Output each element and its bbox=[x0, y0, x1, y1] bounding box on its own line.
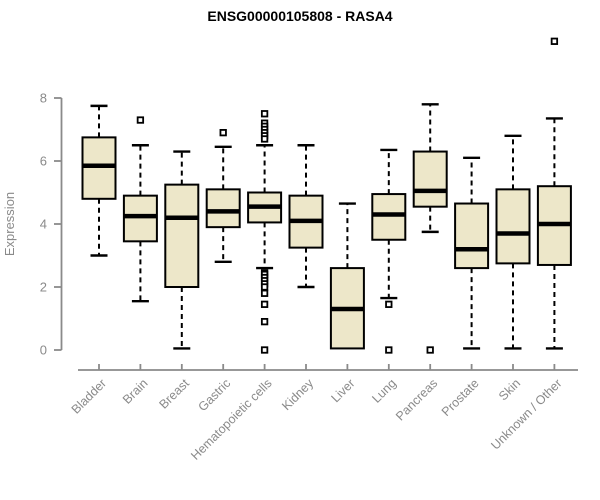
outlier-point bbox=[550, 37, 559, 45]
outlier-point bbox=[260, 283, 269, 291]
outlier-point bbox=[385, 346, 393, 354]
box-group bbox=[371, 148, 407, 354]
x-tick-label: Hematopoietic cells bbox=[188, 376, 275, 463]
x-tick-label: Unknown / Other bbox=[488, 376, 564, 452]
box-rect bbox=[454, 202, 490, 270]
y-tick-label: 8 bbox=[40, 91, 47, 106]
y-tick-label: 6 bbox=[40, 154, 47, 169]
box-rect bbox=[412, 150, 448, 208]
y-tick-label: 0 bbox=[40, 343, 47, 358]
box-group bbox=[122, 116, 158, 303]
outlier-point bbox=[426, 346, 434, 354]
box-rect bbox=[164, 183, 200, 288]
box-group bbox=[454, 156, 490, 350]
outlier-point bbox=[260, 289, 269, 297]
y-tick-label: 2 bbox=[40, 280, 47, 295]
x-tick-label: Pancreas bbox=[393, 376, 440, 423]
x-tick-label: Kidney bbox=[279, 376, 316, 413]
outlier-point bbox=[260, 346, 269, 354]
outlier-point bbox=[260, 300, 269, 308]
box-rect bbox=[205, 188, 241, 229]
x-tick-label: Brain bbox=[120, 376, 151, 407]
box-rect bbox=[122, 194, 158, 243]
y-tick-label: 4 bbox=[40, 217, 47, 232]
outlier-point bbox=[219, 128, 227, 137]
x-tick-label: Breast bbox=[156, 376, 192, 412]
box-rect bbox=[495, 188, 531, 265]
x-tick-label: Gastric bbox=[195, 376, 233, 414]
box-group bbox=[412, 103, 448, 354]
x-tick-label: Bladder bbox=[69, 376, 109, 416]
outlier-point bbox=[260, 110, 269, 118]
box-group bbox=[81, 104, 117, 257]
axes: 0 2 4 6 8 bbox=[40, 91, 578, 371]
box-group bbox=[536, 37, 572, 350]
x-tick-label: Prostate bbox=[439, 376, 482, 419]
box-group bbox=[495, 134, 531, 350]
x-tick-label: Skin bbox=[496, 376, 523, 403]
chart-title: ENSG00000105808 - RASA4 bbox=[207, 8, 392, 24]
box-rect bbox=[81, 136, 117, 200]
box-group bbox=[205, 128, 241, 263]
boxplot-series bbox=[81, 37, 572, 354]
x-tick-label: Liver bbox=[328, 376, 357, 405]
box-group bbox=[288, 144, 324, 289]
outlier-point bbox=[260, 317, 269, 326]
box-group bbox=[247, 110, 283, 354]
outlier-point bbox=[385, 300, 393, 308]
outlier-point bbox=[136, 116, 145, 124]
box-group bbox=[329, 202, 365, 350]
outlier-point bbox=[260, 135, 269, 143]
x-tick-label: Lung bbox=[369, 376, 399, 406]
box-rect bbox=[371, 193, 407, 241]
y-axis-label: Expression bbox=[2, 192, 17, 256]
box-group bbox=[164, 150, 200, 350]
